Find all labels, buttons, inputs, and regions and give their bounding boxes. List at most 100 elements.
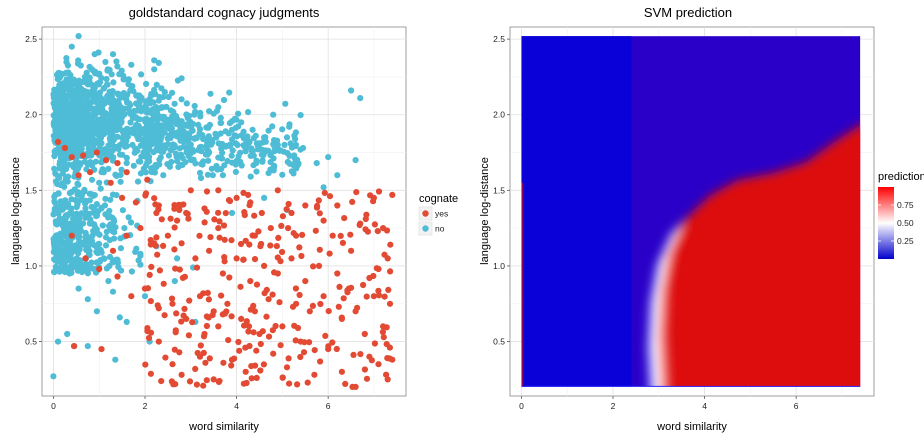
scatter-point-no [110,154,117,161]
scatter-point-no [238,119,245,126]
scatter-point-no [54,338,62,345]
scatter-point-no [208,165,215,172]
scatter-point-no [75,285,82,292]
scatter-point-yes [250,302,257,309]
scatter-point-no [281,141,288,148]
scatter-point-no [93,212,101,219]
scatter-point-no [89,232,96,239]
scatter-point-yes [371,340,378,347]
scatter-point-yes [380,225,387,232]
scatter-point-yes [171,205,178,212]
scatter-point-no [258,151,265,158]
scatter-point-no [108,71,115,78]
scatter-point-yes [293,232,300,239]
scatter-point-no [51,165,58,172]
scatter-point-yes [96,265,103,273]
scatter-point-no [209,172,216,179]
scatter-point-no [156,161,163,168]
scatter-point-yes [361,330,368,338]
scatter-x-axis-title: word similarity [188,421,259,433]
scatter-point-no [98,159,105,166]
scatter-point-yes [238,315,245,322]
scatter-point-no [250,162,257,169]
scatter-point-no [142,116,150,123]
scatter-point-no [59,170,66,177]
scatter-point-no [267,166,274,173]
scatter-point-no [53,112,60,119]
scatter-point-yes [298,252,305,260]
scatter-point-yes [237,283,244,290]
scatter-point-no [130,162,137,169]
scatter-point-no [178,96,185,103]
scatter-point-no [261,194,268,201]
scatter-point-no [133,132,141,140]
scatter-point-no [119,207,126,214]
scatter-point-no [170,108,177,115]
scatter-point-yes [233,255,240,262]
scatter-point-no [206,108,213,115]
scatter-point-no [101,146,108,153]
scatter-point-no [106,207,113,214]
scatter-point-no [102,242,110,249]
scatter-point-no [128,268,135,275]
scatter-point-yes [363,375,371,382]
scatter-point-yes [168,378,175,385]
scatter-point-yes [381,293,388,300]
scatter-point-no [183,100,190,107]
scatter-point-yes [251,256,259,263]
scatter-point-no [70,76,77,83]
scatter-point-no [217,130,224,137]
scatter-point-yes [233,194,240,201]
scatter-point-yes [123,169,130,176]
scatter-point-no [279,171,286,178]
scatter-point-no [86,190,93,197]
scatter-point-no [200,135,207,142]
scatter-point-yes [160,280,167,287]
scatter-point-no [102,110,109,117]
scatter-point-yes [288,209,295,217]
scatter-point-no [292,142,299,150]
scatter-point-yes [192,255,199,262]
scatter-point-no [196,169,204,176]
scatter-point-yes [68,154,75,161]
scatter-point-yes [304,379,311,386]
scatter-point-no [284,158,291,165]
scatter-point-no [226,141,233,148]
scatter-x-tick-label: 4 [234,401,239,411]
scatter-point-yes [251,308,258,315]
scatter-point-yes [211,216,218,223]
scatter-point-no [133,114,140,121]
scatter-point-yes [179,274,186,281]
scatter-point-no [58,80,66,87]
scatter-point-no [52,88,60,95]
scatter-point-no [174,255,181,262]
scatter-point-no [53,208,60,215]
scatter-point-yes [236,347,243,354]
scatter-point-no [64,131,71,138]
scatter-point-no [287,140,294,147]
scatter-point-no [348,87,355,94]
scatter-point-yes [158,216,165,223]
scatter-point-no [93,104,101,111]
scatter-point-yes [350,351,357,358]
scatter-point-no [155,131,163,138]
scatter-point-no [118,166,125,173]
scatter-point-no [197,109,204,116]
scatter-point-no [271,137,278,144]
scatter-point-yes [337,232,344,239]
scatter-point-yes [241,212,248,219]
scatter-point-yes [225,337,232,344]
scatter-point-yes [114,273,121,280]
scatter-point-yes [317,300,324,308]
scatter-point-yes [257,243,264,250]
scatter-point-no [250,135,257,142]
scatter-point-no [195,121,202,128]
scatter-point-no [269,123,276,130]
scatter-point-no [219,172,226,179]
scatter-point-no [137,261,144,268]
scatter-point-yes [247,278,254,285]
scatter-point-yes [302,278,309,285]
scatter-point-no [141,293,149,300]
scatter-point-yes [176,206,183,214]
scatter-point-yes [302,202,309,209]
